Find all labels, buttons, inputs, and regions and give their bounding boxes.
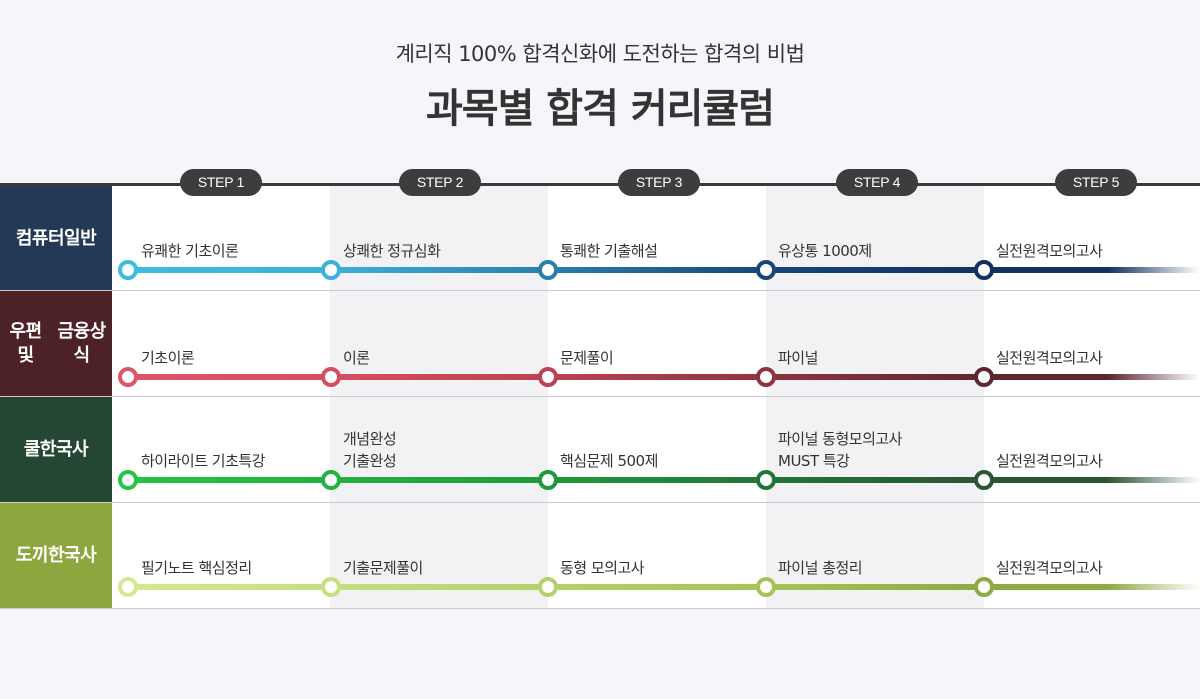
step-node <box>538 470 558 490</box>
course-label: 핵심문제 500제 <box>560 452 658 470</box>
course-label: 문제풀이 <box>560 349 614 367</box>
course-label: 하이라이트 기초특강 <box>141 452 265 470</box>
row-label-line: 금융상식 <box>57 321 106 366</box>
step-node <box>756 470 776 490</box>
row-label: 도끼한국사 <box>0 503 112 609</box>
step-node <box>118 470 138 490</box>
row-computer: 컴퓨터 일반 유쾌한 기초이론 상쾌한 정규심화 통쾌한 기출해설 유상통 1000제 실… <box>0 186 1200 291</box>
step-node <box>321 260 341 280</box>
step-node <box>538 577 558 597</box>
step-header: STEP 1 STEP 2 STEP 3 STEP 4 STEP 5 <box>0 169 1200 197</box>
step-badge-3: STEP 3 <box>618 169 700 196</box>
step-badge-5: STEP 5 <box>1055 169 1137 196</box>
course-label: 파이널 총정리 <box>778 559 863 577</box>
row-label: 우편 및 금융상식 <box>0 291 112 397</box>
course-label: 실전원격모의고사 <box>996 559 1103 577</box>
column-bg-1 <box>112 186 330 609</box>
row-label-line: 컴퓨터 <box>15 227 65 249</box>
course-label: 유상통 1000제 <box>778 242 872 260</box>
course-label: 파이널 동형모의고사 MUST 특강 <box>778 430 902 470</box>
step-node <box>974 367 994 387</box>
step-node <box>538 367 558 387</box>
course-label: 기출문제풀이 <box>343 559 423 577</box>
step-node <box>538 260 558 280</box>
course-label: 파이널 <box>778 349 818 367</box>
step-node <box>974 260 994 280</box>
step-node <box>974 470 994 490</box>
row-divider <box>0 290 1200 291</box>
step-node <box>756 367 776 387</box>
step-node <box>321 367 341 387</box>
row-divider <box>0 396 1200 397</box>
step-badge-1: STEP 1 <box>180 169 262 196</box>
course-label: 실전원격모의고사 <box>996 452 1103 470</box>
course-label: 실전원격모의고사 <box>996 349 1103 367</box>
step-badge-4: STEP 4 <box>836 169 918 196</box>
step-node <box>756 260 776 280</box>
row-divider <box>0 502 1200 503</box>
page-subtitle: 계리직 100% 합격신화에 도전하는 합격의 비법 <box>395 42 805 66</box>
row-postal: 우편 및 금융상식 기초이론 이론 문제풀이 파이널 실전원격모의고사 <box>0 291 1200 397</box>
page-title: 과목별 합격 커리큘럼 <box>425 86 775 132</box>
course-label: 개념완성 기출완성 <box>343 430 397 470</box>
column-bg-2 <box>330 186 548 609</box>
row-label: 컴퓨터 일반 <box>0 186 112 291</box>
course-label: 상쾌한 정규심화 <box>343 242 441 260</box>
step-node <box>118 367 138 387</box>
step-node <box>756 577 776 597</box>
course-label: 기초이론 <box>141 349 195 367</box>
row-label-line: 쿨한국사 <box>23 439 89 460</box>
progress-line <box>128 267 1200 273</box>
progress-line <box>128 374 1200 380</box>
progress-line <box>128 477 1200 483</box>
step-node <box>118 577 138 597</box>
course-label: 실전원격모의고사 <box>996 242 1103 260</box>
progress-line <box>128 584 1200 590</box>
row-axe-history: 도끼한국사 필기노트 핵심정리 기출문제풀이 동형 모의고사 파이널 총정리 실전원격모… <box>0 503 1200 609</box>
step-node <box>118 260 138 280</box>
row-divider <box>0 608 1200 609</box>
step-node <box>321 470 341 490</box>
row-label-line: 우편 및 <box>9 321 43 366</box>
course-label: 통쾌한 기출해설 <box>560 242 658 260</box>
column-bg-3 <box>548 186 766 609</box>
course-label: 이론 <box>343 349 370 367</box>
column-bg-4 <box>766 186 984 609</box>
row-label: 쿨한국사 <box>0 397 112 503</box>
course-label: 유쾌한 기초이론 <box>141 242 239 260</box>
column-bg-5 <box>984 186 1200 609</box>
step-columns-background <box>112 186 1200 609</box>
row-label-line: 일반 <box>64 227 97 249</box>
course-label: 필기노트 핵심정리 <box>141 559 252 577</box>
course-label: 동형 모의고사 <box>560 559 645 577</box>
step-badge-2: STEP 2 <box>399 169 481 196</box>
step-node <box>974 577 994 597</box>
step-bar-line <box>0 183 1200 186</box>
row-label-line: 도끼한국사 <box>15 545 97 566</box>
step-node <box>321 577 341 597</box>
curriculum-board: 컴퓨터 일반 유쾌한 기초이론 상쾌한 정규심화 통쾌한 기출해설 유상통 1000제 실… <box>0 169 1200 609</box>
